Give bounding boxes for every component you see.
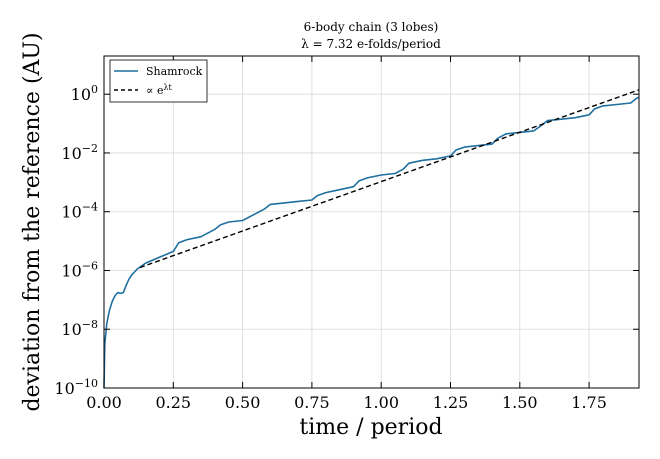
x-tick-label-5: 1.25 [433,393,469,412]
chart-title-line1: 6-body chain (3 lobes) [304,20,439,34]
series-line-0 [103,96,640,389]
y-tick-label-0: 100 [71,83,98,104]
x-tick-label-2: 0.50 [225,393,261,412]
x-tick-label-7: 1.75 [571,393,607,412]
x-tick-label-1: 0.25 [155,393,191,412]
chart-title-line2: λ = 7.32 e-folds/period [301,37,441,51]
plot-frame [103,55,640,389]
y-tick-label-2: 10−4 [61,201,98,222]
x-tick-label-6: 1.50 [502,393,538,412]
x-tick-label-0: 0.00 [86,393,122,412]
grid-lines [103,56,639,389]
legend-box [109,59,208,103]
y-tick-label-5: 10−10 [54,377,98,398]
series-line-1 [139,89,640,269]
x-tick-label-4: 1.00 [363,393,399,412]
legend: Shamrock ∝ eλt [109,59,208,103]
x-axis-label: time / period [299,415,442,440]
axis-ticks: 0.00 0.25 0.50 0.75 1.00 1.25 1.50 1.75 100 10−2 1… [54,56,639,412]
y-tick-label-3: 10−6 [61,259,98,280]
y-tick-label-1: 10−2 [61,142,98,163]
legend-label-shamrock: Shamrock [146,65,203,78]
y-tick-label-4: 10−8 [61,318,98,339]
x-tick-label-3: 0.75 [294,393,330,412]
y-axis-label: deviation from the reference (AU) [20,32,45,411]
series-group [103,89,640,389]
